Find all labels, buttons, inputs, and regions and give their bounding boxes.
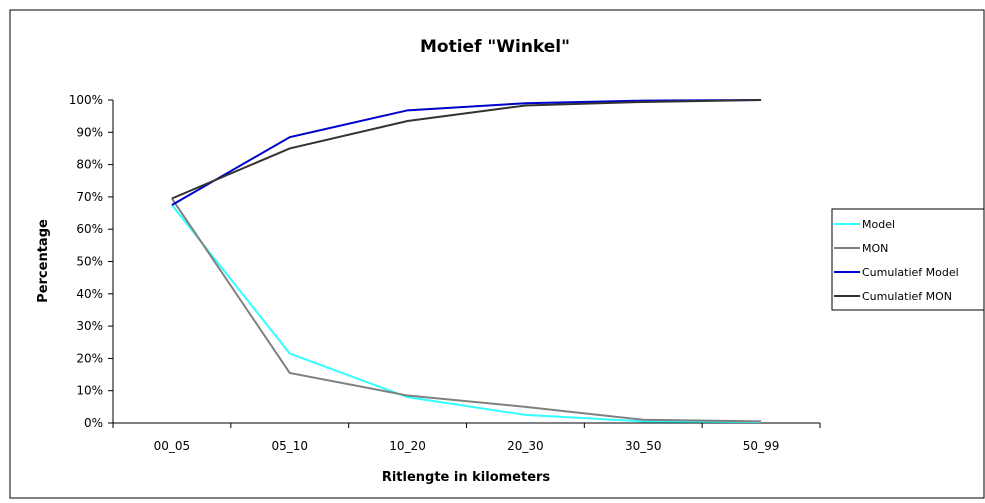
x-tick-label: 05_10 bbox=[271, 439, 308, 453]
series-line bbox=[171, 99, 762, 200]
x-tick-label: 10_20 bbox=[389, 439, 426, 453]
y-tick-label: 20% bbox=[76, 351, 103, 365]
y-tick-label: 30% bbox=[76, 319, 103, 333]
y-axis-title: Percentage bbox=[36, 219, 51, 303]
x-tick-label: 00_05 bbox=[154, 439, 191, 453]
chart-title: Motief "Winkel" bbox=[420, 37, 570, 57]
legend-box bbox=[831, 208, 985, 311]
y-tick-label: 10% bbox=[76, 384, 103, 398]
x-tick-label: 20_30 bbox=[507, 439, 544, 453]
series-line bbox=[171, 99, 762, 206]
legend: Model MON Cumulatief Model Cumulatief MON bbox=[831, 208, 985, 311]
y-tick-label: 80% bbox=[76, 158, 103, 172]
y-tick-label: 100% bbox=[69, 93, 103, 107]
series-line bbox=[171, 204, 762, 424]
y-tick-label: 60% bbox=[76, 222, 103, 236]
legend-label: Cumulatief Model bbox=[862, 266, 959, 279]
y-tick-label: 70% bbox=[76, 190, 103, 204]
legend-label: MON bbox=[862, 242, 888, 255]
legend-label: Cumulatief MON bbox=[862, 290, 952, 303]
axes: 0% 10% 20% 30% 40% 50% 60% 70% 80% 90% 100% 00_05 05… bbox=[69, 93, 821, 453]
x-axis-title: Ritlengte in kilometers bbox=[382, 470, 551, 485]
y-tick-label: 0% bbox=[84, 416, 103, 430]
chart-border bbox=[9, 9, 985, 499]
legend-label: Model bbox=[862, 218, 895, 231]
series-line bbox=[171, 197, 762, 423]
y-tick-label: 50% bbox=[76, 255, 103, 269]
series-lines bbox=[171, 99, 762, 424]
y-tick-label: 90% bbox=[76, 125, 103, 139]
x-tick-label: 30_50 bbox=[625, 439, 662, 453]
x-tick-label: 50_99 bbox=[743, 439, 780, 453]
y-tick-label: 40% bbox=[76, 287, 103, 301]
